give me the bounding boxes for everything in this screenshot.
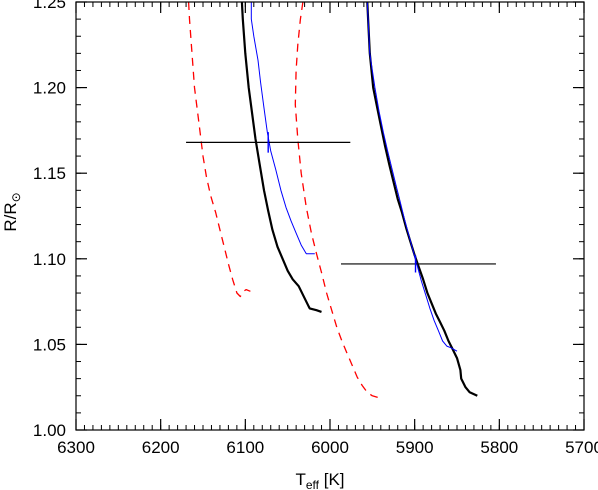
y-axis-label-sub: ⊙	[9, 192, 23, 202]
series-line	[294, 1, 379, 399]
x-tick-label: 6200	[142, 438, 180, 457]
x-axis-label: Teff [K]	[295, 470, 344, 490]
x-tick-label: 6000	[311, 438, 349, 457]
x-tick-label: 6100	[226, 438, 264, 457]
x-tick-labels: 6300 6200 6100 6000 5900 5800 5700	[57, 438, 598, 457]
major-ticks	[75, 1, 585, 431]
y-tick-label: 1.05	[33, 335, 66, 354]
y-tick-label: 1.20	[33, 79, 66, 98]
x-axis-label-sub: eff	[306, 478, 320, 490]
y-axis-label: R/R⊙	[1, 192, 23, 231]
x-axis-label-unit: [K]	[319, 470, 345, 489]
series-line	[366, 1, 478, 397]
errorbar-layer	[186, 132, 496, 273]
x-tick-label: 5800	[480, 438, 518, 457]
series-line	[250, 2, 315, 255]
series-line	[187, 1, 251, 298]
y-axis-label-main: R/R	[1, 202, 20, 231]
y-tick-label: 1.15	[33, 164, 66, 183]
plot-frame	[75, 1, 585, 431]
x-tick-label: 6300	[57, 438, 95, 457]
x-tick-label: 5700	[565, 438, 598, 457]
x-axis-label-main: T	[295, 470, 305, 489]
series-line	[240, 1, 322, 313]
x-tick-label: 5900	[396, 438, 434, 457]
minor-ticks	[75, 1, 585, 431]
y-tick-labels: 1.00 1.05 1.10 1.15 1.20 1.25	[33, 0, 66, 440]
y-tick-label: 1.00	[33, 421, 66, 440]
y-tick-label: 1.10	[33, 250, 66, 269]
series-layer	[187, 1, 478, 399]
series-line	[366, 1, 458, 352]
y-tick-label: 1.25	[33, 0, 66, 12]
